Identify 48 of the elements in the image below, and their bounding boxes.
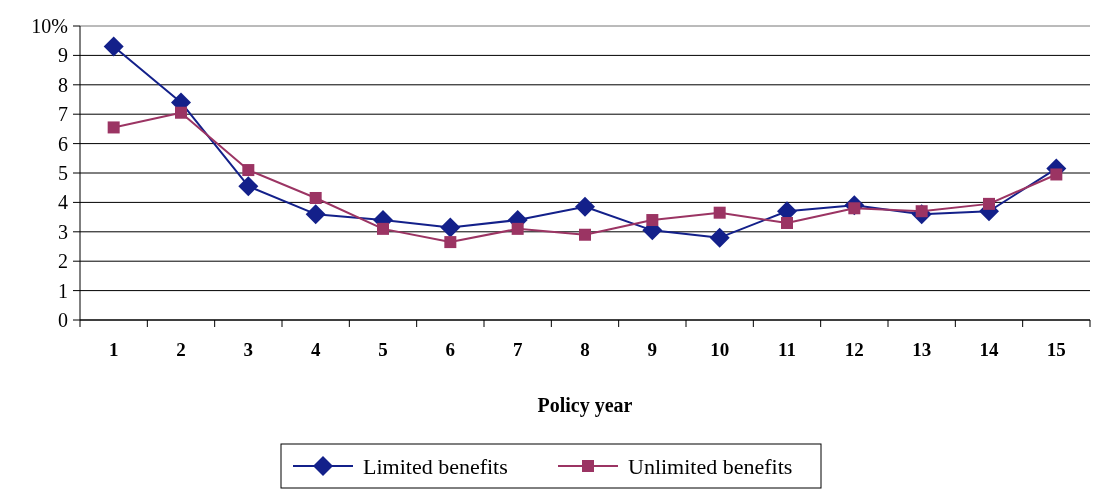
point — [309, 191, 322, 204]
x-tick-label: 11 — [778, 339, 796, 360]
x-tick-label: 2 — [176, 339, 186, 360]
point — [107, 121, 120, 134]
x-tick-label: 9 — [647, 339, 658, 360]
point — [242, 164, 255, 177]
x-axis-title: Policy year — [537, 394, 633, 417]
point — [1050, 168, 1063, 181]
point — [646, 214, 659, 227]
point — [579, 228, 591, 241]
y-tick-label: 10% — [31, 15, 68, 37]
y-tick-label: 2 — [58, 250, 68, 273]
y-tick-label: 7 — [58, 103, 68, 126]
x-tick-label: 5 — [378, 339, 388, 360]
y-tick-label: 4 — [58, 191, 68, 214]
x-tick-label: 14 — [979, 339, 999, 360]
point — [781, 216, 793, 229]
x-tick-label: 8 — [580, 339, 590, 360]
point — [511, 222, 524, 235]
y-tick-label: 3 — [58, 220, 68, 243]
point — [175, 106, 187, 119]
point — [377, 222, 389, 235]
x-tick-label: 13 — [912, 339, 932, 360]
y-tick-label: 8 — [58, 73, 68, 96]
x-tick-label: 1 — [108, 339, 119, 360]
legend-label: Limited benefits — [363, 453, 508, 479]
point — [305, 204, 326, 225]
point — [238, 176, 259, 197]
x-tick-label: 4 — [310, 339, 321, 360]
point — [713, 206, 726, 219]
point — [983, 197, 995, 210]
x-tick-label: 3 — [243, 339, 254, 360]
x-tick-label: 15 — [1046, 339, 1066, 360]
point — [103, 36, 124, 57]
legend-label: Unlimited benefits — [628, 453, 793, 479]
y-tick-label: 0 — [58, 309, 68, 331]
point — [709, 227, 730, 248]
point — [575, 196, 595, 217]
x-tick-label: 10 — [710, 339, 730, 360]
y-tick-label: 9 — [58, 44, 68, 67]
y-tick-label: 6 — [58, 132, 68, 155]
point — [444, 236, 457, 249]
x-tick-label: 12 — [844, 339, 864, 360]
x-tick-label: 6 — [445, 339, 456, 360]
y-tick-label: 1 — [58, 279, 68, 302]
y-tick-label: 5 — [58, 162, 68, 184]
x-tick-label: 7 — [512, 339, 523, 360]
point — [440, 217, 461, 238]
